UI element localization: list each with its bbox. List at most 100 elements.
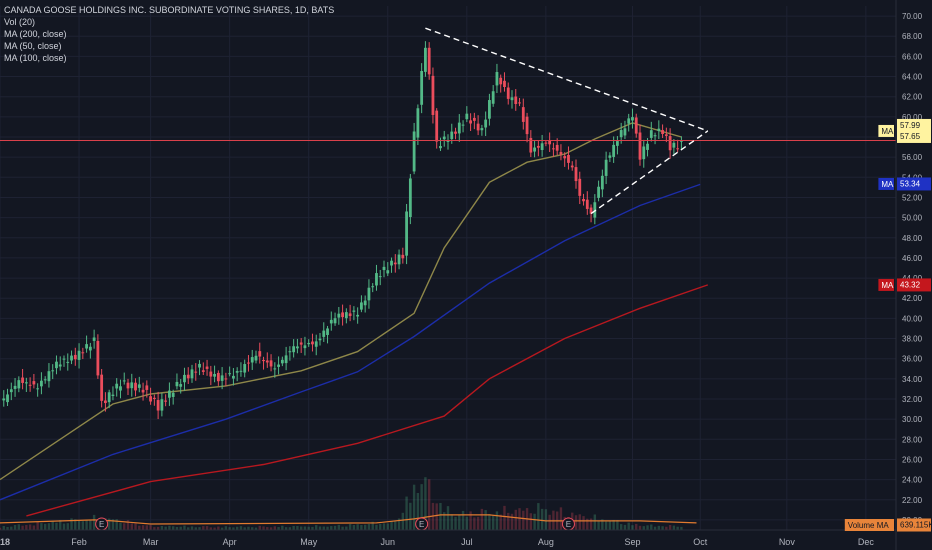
candle (604, 159, 608, 176)
volume-bar (194, 527, 197, 530)
volume-bar (205, 526, 209, 530)
price-label-tag-bg (844, 519, 894, 531)
y-tick-label: 24.00 (902, 476, 923, 485)
candle (600, 175, 604, 190)
volume-bar (427, 479, 431, 530)
volume-bar (85, 519, 88, 530)
candle (137, 384, 141, 388)
price-label-tag-bg (878, 124, 894, 137)
price-label-tag-bg (878, 278, 894, 291)
candle (642, 146, 646, 160)
volume-bar (228, 527, 231, 530)
volume-bar (601, 519, 604, 530)
volume-bar (439, 502, 442, 530)
volume-bar (619, 524, 623, 530)
candle (585, 199, 589, 209)
volume-bar (533, 513, 536, 530)
candle (352, 310, 356, 312)
legend-ma100[interactable]: MA (100, close) (4, 53, 67, 63)
volume-bar (627, 522, 630, 530)
volume-bar (111, 519, 115, 530)
volume-ma-line (0, 514, 697, 525)
volume-bar (175, 526, 179, 530)
legend-volume[interactable]: Vol (20) (4, 17, 36, 27)
y-tick-label: 62.00 (902, 93, 923, 102)
price-label: Volume MA 639.115K (844, 518, 932, 532)
candle (405, 211, 408, 256)
volume-bar (115, 519, 118, 530)
candle (450, 131, 454, 140)
candle (608, 155, 612, 158)
volume-bar (375, 524, 378, 530)
candle (680, 140, 683, 142)
candle (386, 270, 390, 274)
candle (51, 370, 55, 372)
volume-bar (367, 524, 371, 530)
volume-bar (266, 527, 269, 530)
candle (243, 364, 247, 373)
candle (623, 128, 627, 136)
legend-ma50[interactable]: MA (50, close) (4, 41, 62, 51)
candle (190, 369, 194, 379)
candle (627, 118, 631, 124)
candle (574, 167, 578, 182)
candle (525, 116, 529, 135)
volume-bar (443, 512, 446, 530)
price-label-value: 43.32 (900, 280, 921, 289)
candle (213, 373, 216, 377)
candle (360, 302, 363, 310)
candle (205, 366, 209, 369)
candle (495, 72, 499, 86)
candle (431, 75, 435, 115)
candle (653, 135, 657, 137)
y-tick-label: 30.00 (902, 415, 923, 424)
legend-ma200[interactable]: MA (200, close) (4, 29, 67, 39)
candle (250, 357, 254, 363)
candle (499, 77, 503, 85)
candle (540, 143, 544, 151)
volume-bar (107, 518, 111, 530)
volume-bar (382, 523, 386, 530)
candle (183, 374, 186, 383)
volume-bar (503, 505, 506, 530)
candle (303, 345, 307, 349)
volume-bar (578, 514, 581, 530)
volume-bar (123, 523, 126, 530)
candle (194, 371, 198, 373)
candle (92, 337, 96, 341)
candle (344, 312, 348, 319)
volume-bar (507, 512, 510, 530)
volume-bar (235, 526, 239, 530)
candle (6, 394, 9, 403)
volume-bar (416, 493, 420, 530)
ma100-line (0, 183, 701, 501)
candle (322, 330, 326, 337)
candle (273, 368, 277, 370)
volume-bar (612, 519, 615, 530)
volume-bar (668, 524, 672, 530)
candle (472, 117, 476, 121)
volume-bar (337, 524, 341, 530)
candle (518, 102, 521, 104)
earnings-marker: E (561, 517, 575, 531)
candle (412, 131, 416, 172)
volume-bar (458, 515, 461, 530)
candle (156, 400, 160, 411)
volume-bar (25, 525, 28, 530)
volume-bar (559, 507, 563, 530)
volume-bar (653, 526, 657, 530)
candle (126, 382, 130, 389)
candle (548, 140, 552, 145)
candle (559, 152, 563, 155)
volume-bar (412, 484, 416, 530)
volume-bar (254, 527, 258, 530)
volume-bar (281, 525, 284, 530)
candle (661, 130, 664, 134)
x-tick-label: Mar (143, 537, 159, 547)
y-tick-label: 34.00 (902, 375, 923, 384)
chart-legend: CANADA GOOSE HOLDINGS INC. SUBORDINATE V… (4, 4, 334, 64)
volume-bar (450, 514, 453, 530)
volume-bar (28, 524, 32, 530)
